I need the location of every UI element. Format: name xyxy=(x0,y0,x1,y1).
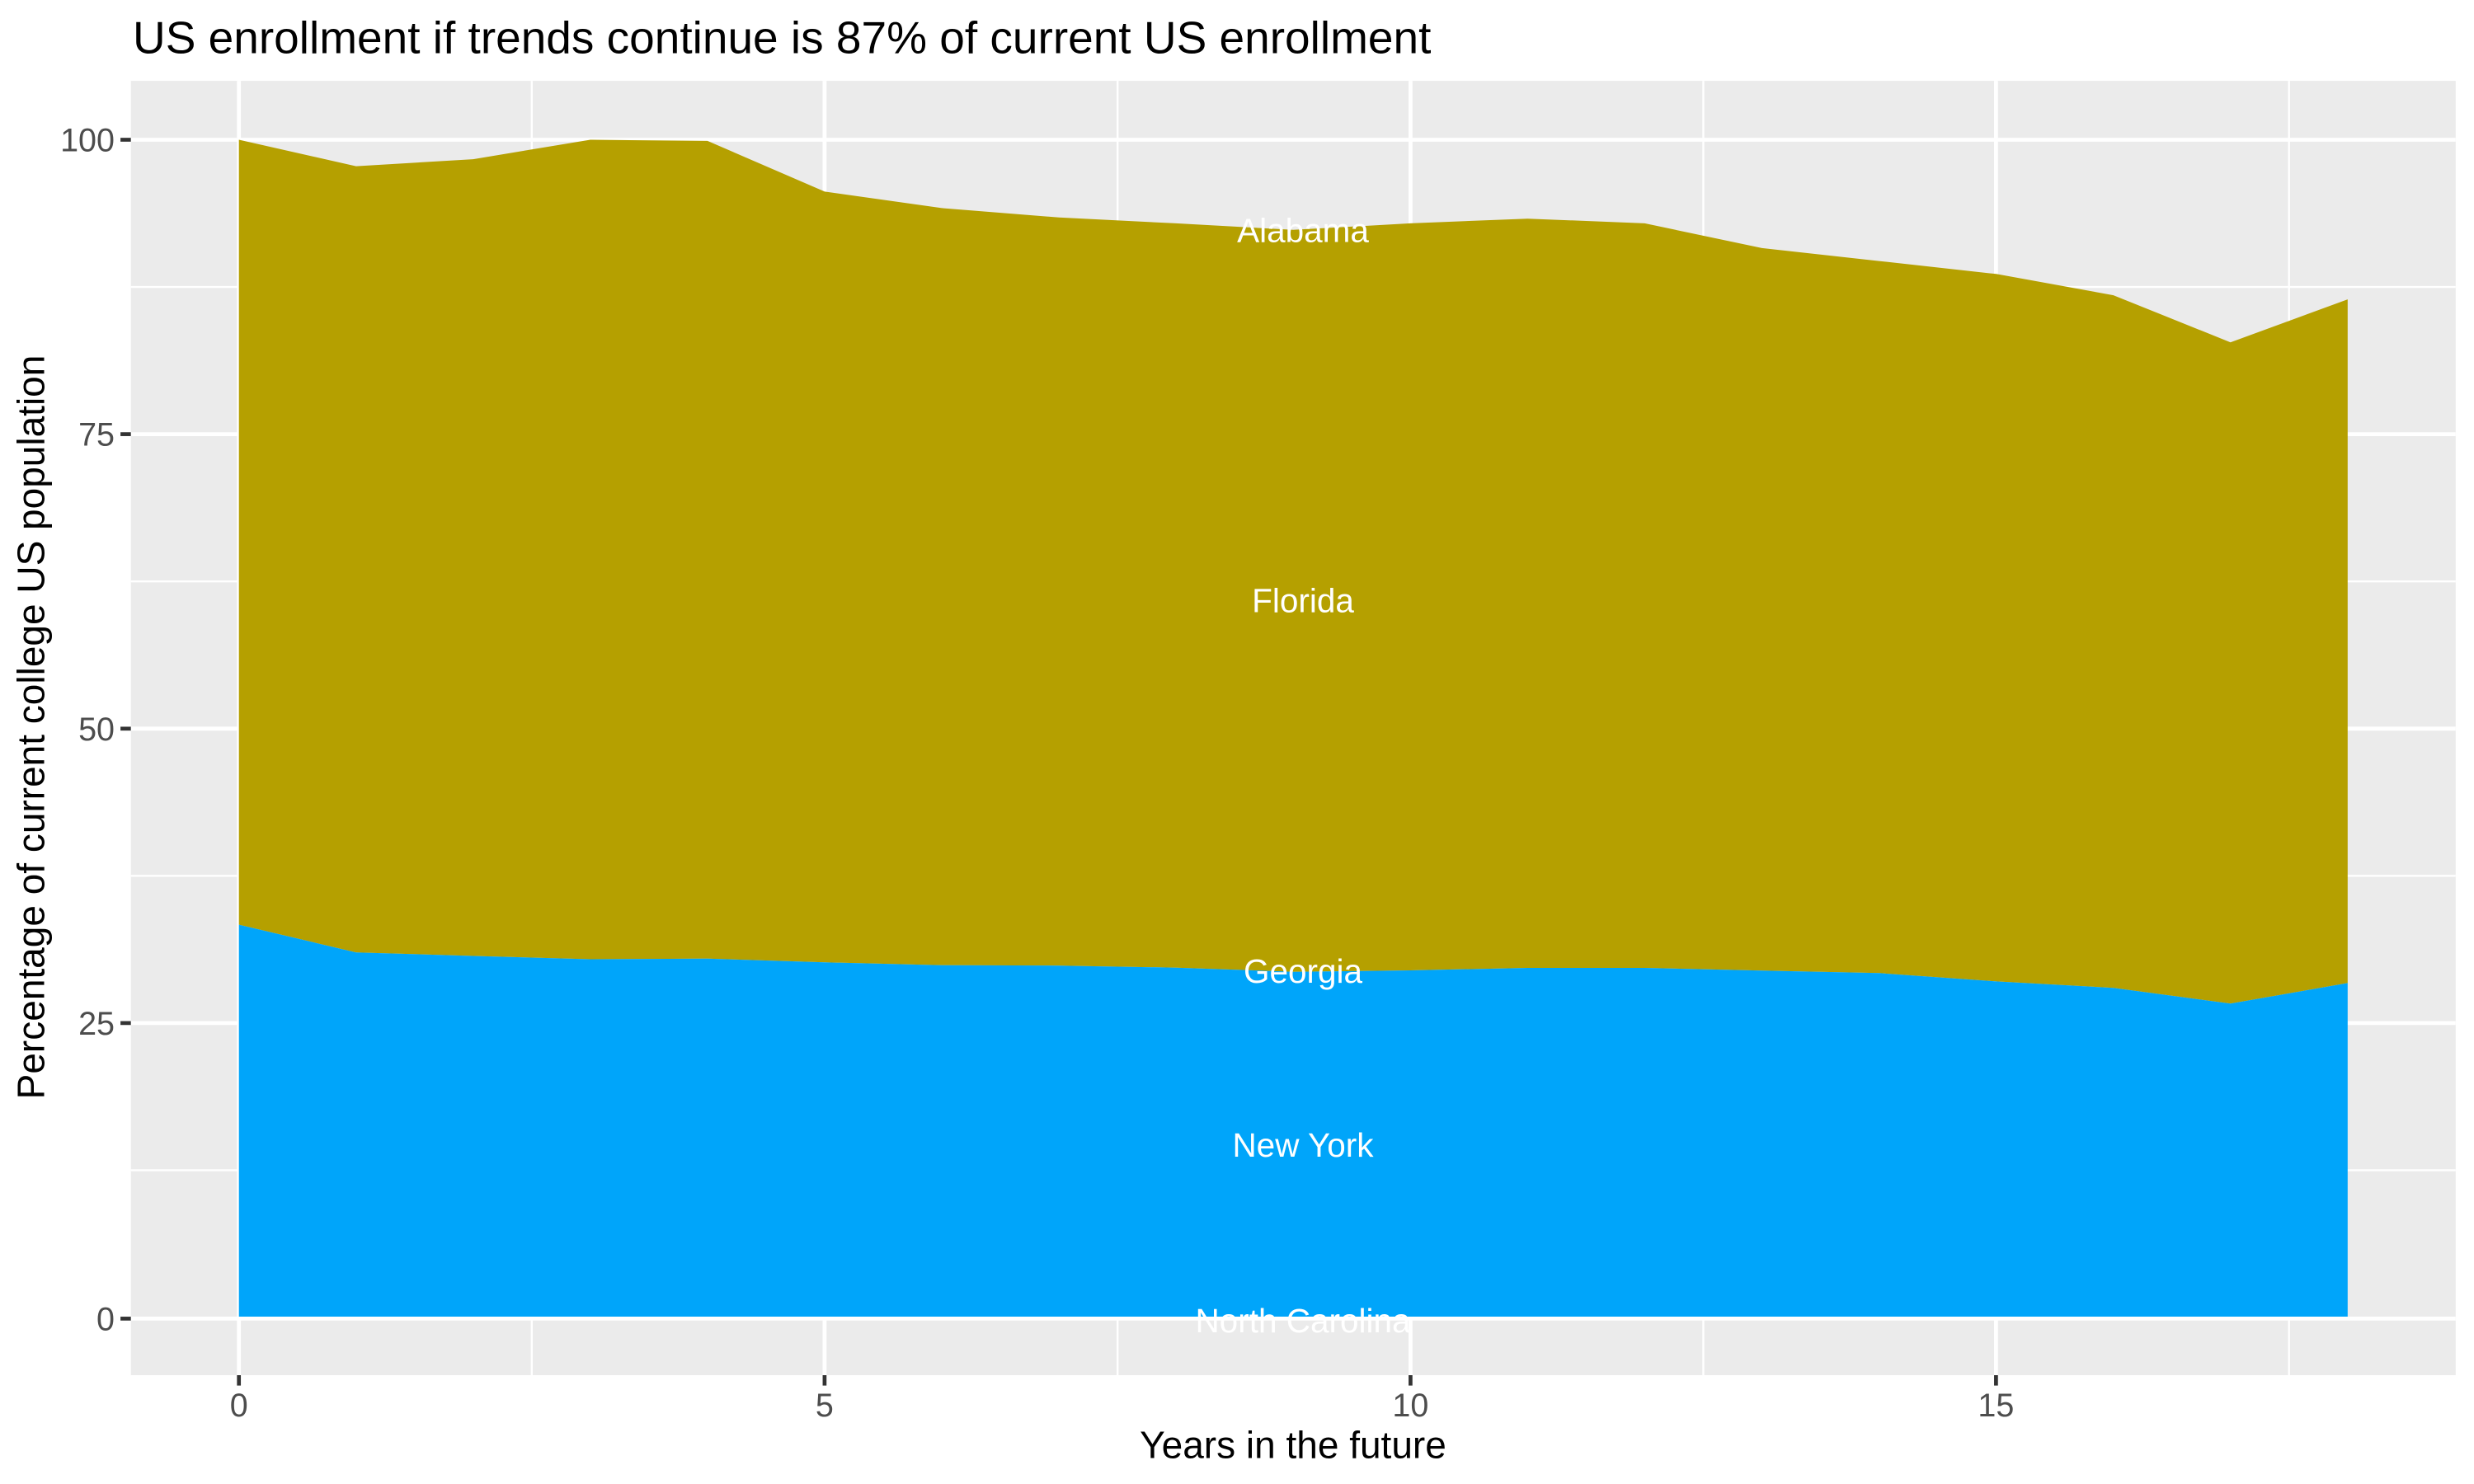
svg-text:Georgia: Georgia xyxy=(1244,952,1363,990)
svg-text:15: 15 xyxy=(1978,1388,2014,1424)
svg-text:75: 75 xyxy=(78,417,115,453)
svg-text:10: 10 xyxy=(1392,1388,1428,1424)
svg-text:Years in the future: Years in the future xyxy=(1140,1424,1446,1467)
svg-text:Florida: Florida xyxy=(1252,581,1354,619)
svg-text:50: 50 xyxy=(78,711,115,748)
svg-text:North Carolina: North Carolina xyxy=(1195,1302,1411,1340)
svg-text:0: 0 xyxy=(230,1388,248,1424)
svg-text:Alabama: Alabama xyxy=(1237,212,1369,250)
svg-text:Percentage of current college: Percentage of current college US populat… xyxy=(9,355,52,1100)
svg-text:0: 0 xyxy=(96,1301,115,1337)
svg-text:25: 25 xyxy=(78,1006,115,1042)
svg-text:100: 100 xyxy=(60,123,115,159)
svg-text:US enrollment if trends contin: US enrollment if trends continue is 87% … xyxy=(133,12,1431,63)
svg-text:New York: New York xyxy=(1232,1126,1374,1164)
svg-text:5: 5 xyxy=(816,1388,834,1424)
